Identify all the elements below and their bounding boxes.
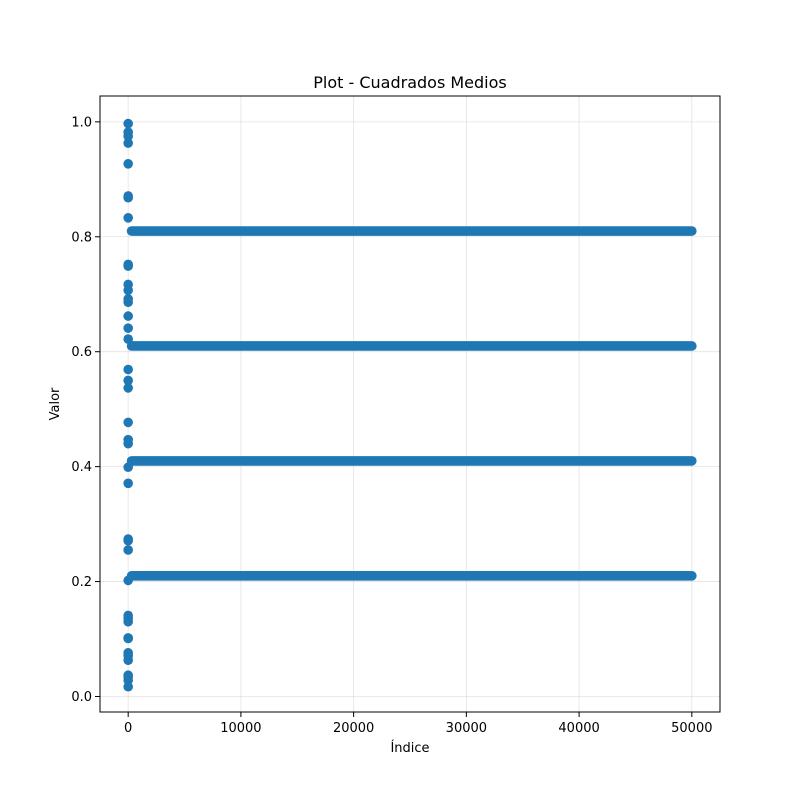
- data-points: [123, 118, 697, 692]
- data-point: [123, 438, 133, 449]
- y-axis-label: Valor: [48, 387, 63, 420]
- data-point: [123, 383, 133, 393]
- data-point: [123, 285, 133, 296]
- data-point: [123, 478, 133, 489]
- y-tick-label: 0.0: [71, 690, 92, 705]
- x-tick-label: 0: [124, 721, 132, 736]
- x-axis-label: Índice: [390, 740, 429, 756]
- data-point: [123, 131, 133, 142]
- x-tick-label: 30000: [446, 721, 487, 736]
- x-tick-label: 20000: [333, 721, 374, 736]
- y-tick-label: 0.4: [71, 460, 92, 475]
- data-point: [123, 159, 133, 169]
- y-tick-label: 0.8: [71, 230, 92, 245]
- x-tick-label: 40000: [558, 721, 599, 736]
- data-point: [123, 681, 133, 692]
- data-point: [123, 213, 133, 223]
- data-point: [123, 323, 133, 333]
- data-point: [123, 364, 133, 375]
- data-point: [123, 311, 133, 321]
- data-point: [123, 655, 133, 666]
- data-point: [123, 375, 133, 386]
- data-point: [123, 192, 133, 203]
- x-tick-label: 10000: [220, 721, 261, 736]
- y-tick-label: 1.0: [71, 115, 92, 130]
- x-tick-label: 50000: [671, 721, 712, 736]
- chart-title: Plot - Cuadrados Medios: [313, 73, 507, 92]
- data-point: [123, 535, 133, 546]
- data-point: [123, 545, 133, 555]
- y-tick-label: 0.6: [71, 345, 92, 360]
- data-point: [123, 633, 133, 644]
- y-tick-label: 0.2: [71, 575, 92, 590]
- data-point: [123, 616, 133, 627]
- y-axis-ticks: 0.0 0.2 0.4 0.6 0.8 1.0: [71, 115, 100, 705]
- x-axis-ticks: 0 10000 20000 30000 40000 50000: [124, 712, 712, 736]
- plot-frame: [99, 95, 721, 713]
- data-point: [123, 417, 133, 428]
- data-point: [123, 261, 133, 271]
- data-point: [123, 138, 133, 148]
- data-point: [123, 118, 133, 129]
- data-point: [123, 297, 133, 308]
- grid: [100, 96, 720, 712]
